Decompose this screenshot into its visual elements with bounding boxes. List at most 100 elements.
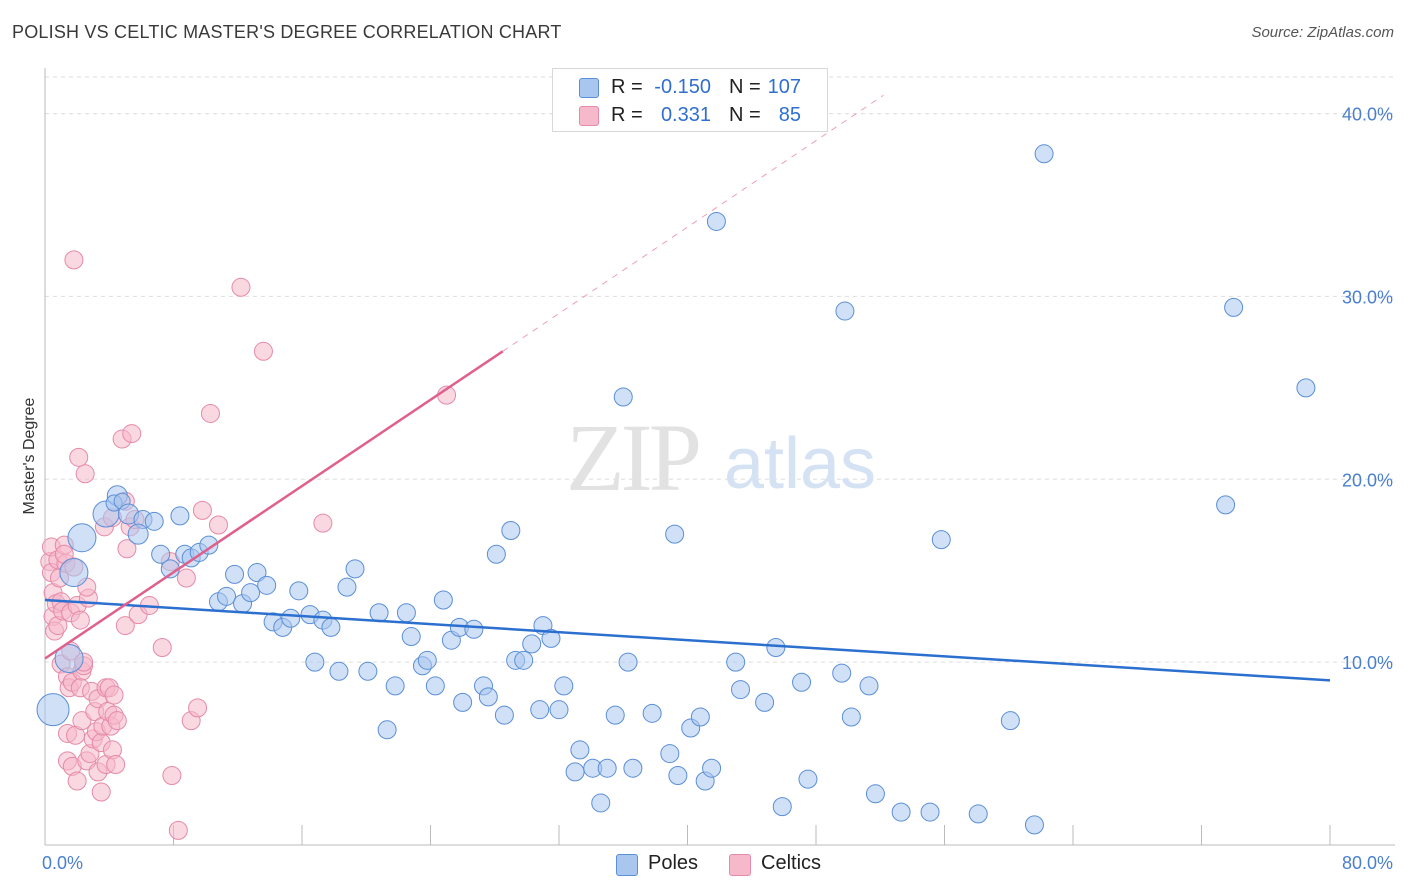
poles-series bbox=[36, 144, 1316, 835]
poles-point bbox=[859, 676, 879, 696]
poles-point bbox=[968, 804, 988, 824]
poles-point bbox=[257, 575, 277, 595]
x-tick-label-1: 80.0% bbox=[1342, 853, 1393, 873]
y-tick-labels: 10.0% 20.0% 30.0% 40.0% bbox=[1342, 105, 1393, 674]
celtics-point bbox=[104, 685, 124, 705]
poles-point bbox=[127, 523, 149, 545]
poles-trend-line bbox=[44, 598, 1331, 682]
celtics-point bbox=[200, 403, 220, 423]
poles-point bbox=[772, 797, 792, 817]
poles-point bbox=[329, 661, 349, 681]
poles-point bbox=[453, 692, 473, 712]
x-tick-labels: 0.0% 80.0% bbox=[42, 853, 1393, 873]
poles-point bbox=[36, 693, 70, 727]
poles-point bbox=[369, 603, 389, 623]
poles-point bbox=[170, 506, 190, 526]
poles-n-value: 107 bbox=[767, 76, 801, 98]
poles-point bbox=[1034, 144, 1054, 164]
poles-point bbox=[591, 793, 611, 813]
poles-point bbox=[690, 707, 710, 727]
poles-point bbox=[225, 564, 245, 584]
celtics-point bbox=[107, 711, 127, 731]
celtics-point bbox=[117, 539, 137, 559]
y-tick-label-3: 40.0% bbox=[1342, 105, 1393, 125]
poles-point bbox=[665, 524, 685, 544]
celtics-point bbox=[115, 616, 135, 636]
poles-point bbox=[798, 769, 818, 789]
poles-point bbox=[522, 634, 542, 654]
poles-point bbox=[486, 544, 506, 564]
poles-point bbox=[702, 758, 722, 778]
x-tick-marks bbox=[44, 825, 1331, 845]
poles-point bbox=[59, 558, 89, 588]
poles-point bbox=[1216, 495, 1236, 515]
poles-point bbox=[67, 523, 97, 553]
poles-point bbox=[247, 563, 267, 583]
poles-point bbox=[530, 700, 550, 720]
trend-lines bbox=[44, 94, 1331, 682]
watermark: ZIP atlas bbox=[566, 404, 876, 511]
poles-point bbox=[1024, 815, 1044, 835]
watermark-zip: ZIP bbox=[566, 404, 699, 511]
legend-row-celtics: R = 0.331 N = 85 bbox=[553, 101, 827, 129]
celtics-n-value: 85 bbox=[778, 104, 801, 126]
celtics-point bbox=[69, 447, 89, 467]
poles-swatch bbox=[579, 78, 599, 98]
y-axis-label: Master's Degree bbox=[21, 397, 38, 514]
poles-point bbox=[151, 544, 171, 564]
celtics-point bbox=[70, 610, 90, 630]
poles-point bbox=[865, 784, 885, 804]
poles-point bbox=[199, 535, 219, 555]
poles-point bbox=[501, 520, 521, 540]
watermark-atlas: atlas bbox=[724, 424, 876, 504]
poles-point bbox=[289, 581, 309, 601]
poles-point bbox=[478, 687, 498, 707]
celtics-point bbox=[231, 277, 251, 297]
celtics-swatch bbox=[579, 106, 599, 126]
poles-point bbox=[514, 650, 534, 670]
celtics-point bbox=[253, 341, 273, 361]
poles-point bbox=[597, 758, 617, 778]
poles-point bbox=[1224, 297, 1244, 317]
celtics-point bbox=[176, 568, 196, 588]
poles-point bbox=[731, 680, 751, 700]
poles-point bbox=[642, 703, 662, 723]
poles-r-value: -0.150 bbox=[654, 76, 711, 98]
axes bbox=[44, 68, 1395, 846]
celtics-point bbox=[72, 711, 92, 731]
poles-point bbox=[464, 619, 484, 639]
poles-point bbox=[425, 676, 445, 696]
poles-r-label: R = bbox=[611, 76, 643, 98]
correlation-legend: R = -0.150 N = 107 R = 0.331 N = 85 bbox=[552, 68, 828, 132]
celtics-series bbox=[40, 250, 457, 840]
source-label: Source: ZipAtlas.com bbox=[1251, 24, 1394, 41]
celtics-point bbox=[67, 771, 87, 791]
poles-point bbox=[668, 766, 688, 786]
celtics-point bbox=[75, 464, 95, 484]
celtics-point bbox=[168, 820, 188, 840]
poles-point bbox=[385, 676, 405, 696]
poles-legend-swatch bbox=[616, 854, 638, 876]
poles-point bbox=[613, 387, 633, 407]
celtics-point bbox=[313, 513, 333, 533]
celtics-r-label: R = bbox=[611, 104, 643, 126]
poles-point bbox=[835, 301, 855, 321]
poles-point bbox=[144, 511, 164, 531]
celtics-point bbox=[188, 698, 208, 718]
poles-point bbox=[841, 707, 861, 727]
poles-point bbox=[755, 692, 775, 712]
celtics-trend-extension bbox=[502, 94, 884, 352]
celtics-r-value: 0.331 bbox=[660, 104, 711, 126]
poles-point bbox=[623, 758, 643, 778]
poles-point bbox=[401, 627, 421, 647]
poles-point bbox=[726, 652, 746, 672]
celtics-point bbox=[152, 638, 172, 658]
poles-point bbox=[706, 211, 726, 231]
y-tick-label-2: 30.0% bbox=[1342, 287, 1393, 307]
poles-point bbox=[241, 583, 261, 603]
poles-point bbox=[494, 705, 514, 725]
celtics-point bbox=[106, 755, 126, 775]
poles-point bbox=[1000, 711, 1020, 731]
grid-lines bbox=[45, 76, 1395, 663]
